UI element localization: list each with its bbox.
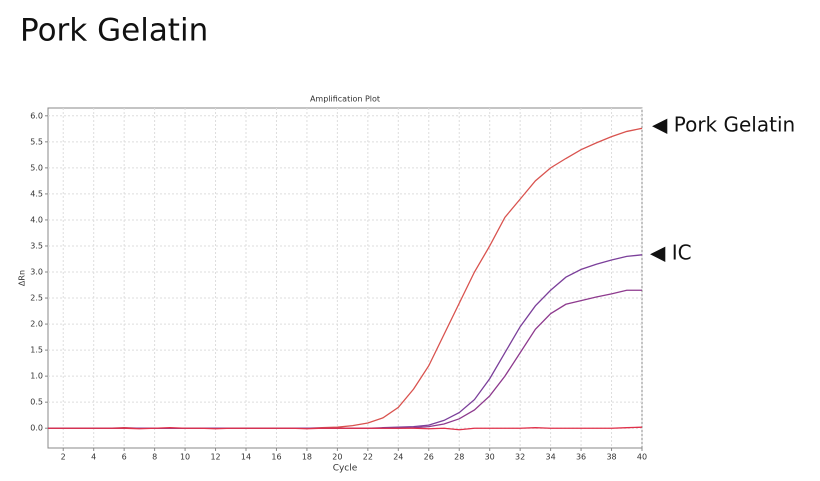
x-tick-label: 18: [302, 453, 312, 462]
x-tick-label: 6: [122, 453, 127, 462]
y-tick-label: 2.5: [30, 294, 43, 303]
y-tick-label: 4.0: [30, 215, 43, 224]
y-tick-label: 4.5: [30, 189, 43, 198]
annotation: ◀ Pork Gelatin: [652, 113, 795, 137]
y-tick-label: 1.5: [30, 346, 43, 355]
y-tick-label: 0.5: [30, 398, 43, 407]
x-tick-label: 26: [424, 453, 434, 462]
x-tick-label: 8: [152, 453, 157, 462]
y-tick-label: 5.0: [30, 163, 43, 172]
x-tick-label: 38: [606, 453, 616, 462]
series-line: [48, 127, 643, 429]
x-tick-label: 28: [454, 453, 464, 462]
y-axis-label: ΔRn: [18, 270, 27, 286]
x-tick-label: 40: [637, 453, 647, 462]
annotation: ◀ IC: [650, 241, 692, 265]
x-tick-label: 2: [61, 453, 66, 462]
plot-frame: [47, 107, 643, 449]
series-line: [48, 426, 643, 431]
y-tick-label: 3.0: [30, 268, 43, 277]
x-axis-label: Cycle: [333, 464, 358, 474]
x-tick-label: 10: [180, 453, 190, 462]
x-tick-label: 36: [576, 453, 586, 462]
series-line: [48, 289, 642, 429]
x-tick-label: 32: [515, 453, 525, 462]
y-tick-label: 5.5: [30, 137, 43, 146]
x-tick-label: 34: [546, 453, 556, 462]
x-tick-label: 22: [363, 453, 373, 462]
x-tick-label: 4: [91, 453, 96, 462]
y-tick-label: 6.0: [30, 111, 43, 120]
page-title: Pork Gelatin: [20, 13, 208, 49]
y-tick-label: 3.5: [30, 241, 43, 250]
y-tick-label: 0.0: [30, 424, 43, 433]
x-tick-label: 12: [210, 453, 220, 462]
y-tick-label: 2.0: [30, 320, 43, 329]
x-tick-label: 16: [271, 453, 281, 462]
chart-title: Amplification Plot: [310, 95, 380, 104]
y-tick-label: 1.0: [30, 372, 43, 381]
x-tick-label: 24: [393, 453, 403, 462]
x-tick-label: 14: [241, 453, 251, 462]
x-tick-label: 20: [332, 453, 342, 462]
x-tick-label: 30: [485, 453, 495, 462]
